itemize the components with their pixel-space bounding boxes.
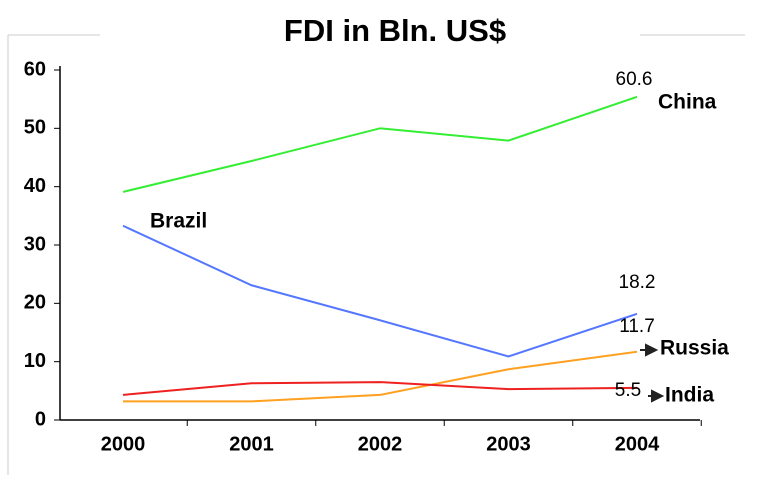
y-tick-label: 0 [35, 408, 46, 430]
arrow [648, 389, 665, 403]
x-tick-label: 2001 [229, 433, 274, 455]
y-tick-label: 40 [24, 175, 46, 197]
series-label: India [665, 384, 714, 407]
y-tick-label: 30 [24, 233, 46, 255]
chart-title: FDI in Bln. US$ [284, 13, 506, 48]
arrow [640, 343, 659, 357]
series-line [122, 224, 638, 358]
series-label: Brazil [150, 210, 207, 233]
value-label: 11.7 [619, 316, 655, 337]
series-label: Russia [660, 337, 729, 360]
value-label: 18.2 [619, 272, 656, 293]
series-label: China [658, 91, 717, 114]
y-tick-label: 20 [24, 292, 46, 314]
x-tick-label: 2004 [615, 433, 660, 455]
value-label: 5.5 [615, 380, 641, 401]
series-line [122, 381, 638, 396]
y-tick-label: 60 [24, 58, 46, 80]
y-tick-label: 50 [24, 117, 46, 139]
annotation: 60.6 [616, 69, 653, 90]
series-line [122, 95, 638, 193]
x-tick-label: 2003 [486, 433, 531, 455]
x-tick-label: 2000 [101, 433, 146, 455]
series-line [123, 350, 638, 403]
y-tick-label: 10 [24, 350, 46, 372]
x-tick-label: 2002 [358, 433, 403, 455]
